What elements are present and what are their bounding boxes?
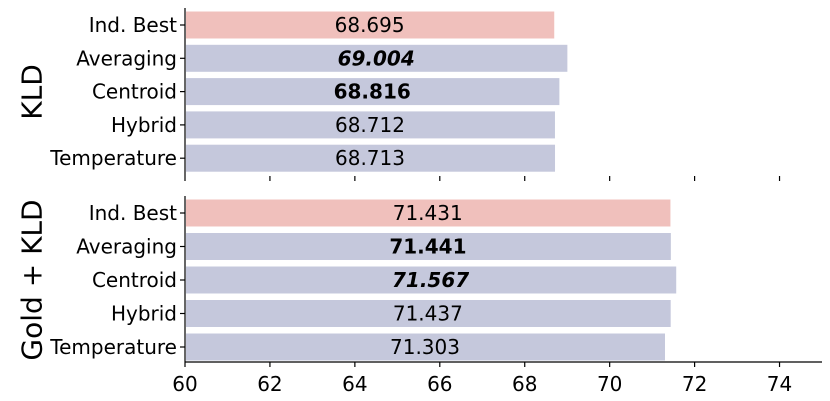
- category-label-gold-kld: Ind. Best: [89, 201, 177, 225]
- x-tick-label: 72: [682, 372, 707, 396]
- category-label-kld: Centroid: [92, 80, 177, 104]
- bar-gold-kld-averaging: [186, 233, 671, 260]
- value-label-gold-kld: 71.437: [393, 302, 463, 326]
- value-label-gold-kld: 71.431: [393, 201, 463, 225]
- bar-kld-averaging: [186, 44, 568, 72]
- value-label-gold-kld: 71.567: [392, 268, 469, 292]
- x-tick-label: 68: [512, 372, 537, 396]
- category-label-kld: Temperature: [49, 146, 177, 170]
- x-tick-label: 74: [767, 372, 792, 396]
- bar-gold-kld-temperature: [186, 333, 666, 361]
- category-label-kld: Hybrid: [111, 113, 177, 137]
- value-label-gold-kld: 71.441: [389, 235, 466, 259]
- x-tick-label: 64: [342, 372, 367, 396]
- bar-kld-centroid: [186, 78, 560, 106]
- value-label-kld: 68.816: [334, 80, 411, 104]
- x-tick-label: 70: [597, 372, 622, 396]
- value-label-kld: 68.712: [335, 113, 405, 137]
- value-label-kld: 68.713: [335, 146, 405, 170]
- panel-title-kld: KLD: [16, 64, 49, 120]
- bar-gold-kld-ind-best: [186, 199, 671, 227]
- category-label-gold-kld: Centroid: [92, 268, 177, 292]
- category-label-gold-kld: Temperature: [49, 335, 177, 359]
- panel-title-gold-kld: Gold + KLD: [16, 199, 49, 360]
- bar-kld-temperature: [186, 144, 556, 172]
- bar-kld-hybrid: [186, 111, 555, 139]
- x-tick-label: 62: [257, 372, 282, 396]
- bar-gold-kld-hybrid: [186, 300, 671, 327]
- category-label-gold-kld: Averaging: [76, 235, 177, 259]
- value-label-kld: 69.004: [338, 46, 415, 70]
- category-label-gold-kld: Hybrid: [111, 302, 177, 326]
- category-label-kld: Ind. Best: [89, 13, 177, 37]
- bar-kld-ind-best: [186, 11, 555, 39]
- bar-gold-kld-centroid: [186, 266, 677, 294]
- category-label-kld: Averaging: [76, 46, 177, 70]
- x-tick-label: 60: [172, 372, 197, 396]
- value-label-kld: 68.695: [335, 13, 405, 37]
- value-label-gold-kld: 71.303: [390, 335, 460, 359]
- x-tick-label: 66: [427, 372, 452, 396]
